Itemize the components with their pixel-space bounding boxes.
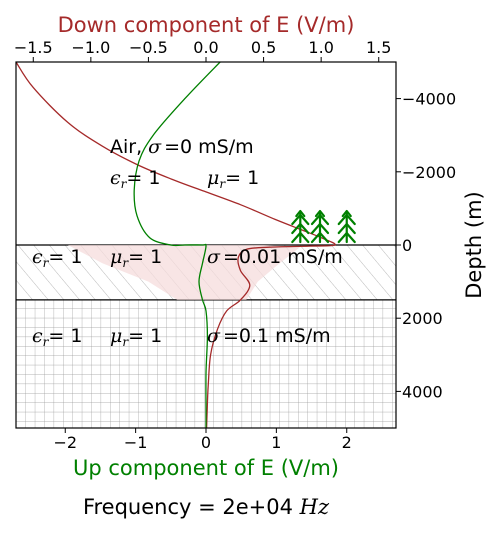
top-tick-label: 1.5 [366, 38, 391, 57]
field-curves [16, 62, 336, 428]
right-tick-label: 2000 [402, 309, 443, 328]
air-epsilon-label: ϵr= 1 [110, 167, 160, 191]
right-axis-title: Depth (m) [462, 191, 486, 298]
up-component-curve [133, 62, 221, 428]
air-mu-label: μr= 1 [207, 167, 259, 191]
top-tick-label: −1.5 [14, 38, 53, 57]
layer1-mu-label: μr= 1 [110, 246, 162, 270]
top-tick-label: 1.0 [308, 38, 333, 57]
field-envelope-shape [67, 245, 301, 300]
layer1-sigma-label: σ =0.01 mS/m [207, 246, 343, 268]
bottom-tick-label: −1 [124, 433, 148, 452]
chart-title: Frequency = 2e+04 Hz [83, 495, 330, 519]
right-tick-label: −4000 [402, 90, 456, 109]
layer-annotations: Air, σ =0 mS/m ϵr= 1 μr= 1 ϵr= 1 μr= 1 σ =0… [32, 136, 343, 349]
bottom-tick-label: 0 [201, 433, 211, 452]
axis-ticks: −1.5 −1.0 −0.5 0.0 0.5 1.0 1.5 −2 −1 0 1 2 −4000 −200… [14, 38, 456, 452]
right-tick-label: −2000 [402, 163, 456, 182]
layer1-epsilon-label: ϵr= 1 [32, 246, 82, 270]
top-axis-title: Down component of E (V/m) [58, 13, 355, 37]
halfspace-sigma-label: σ =0.1 mS/m [207, 325, 331, 347]
top-tick-label: 0.5 [251, 38, 276, 57]
bottom-tick-label: 2 [342, 433, 352, 452]
tree-marker-2 [337, 209, 356, 244]
down-component-curve [16, 62, 336, 428]
bottom-axis-title: Up component of E (V/m) [73, 456, 339, 480]
top-tick-label: −0.5 [129, 38, 168, 57]
surface-markers [291, 209, 356, 244]
halfspace-epsilon-label: ϵr= 1 [32, 325, 82, 349]
right-tick-label: 0 [402, 236, 412, 255]
top-tick-label: 0.0 [193, 38, 218, 57]
bottom-tick-label: −2 [53, 433, 77, 452]
right-tick-label: 4000 [402, 382, 443, 401]
top-tick-label: −1.0 [71, 38, 110, 57]
tree-marker-1 [310, 209, 330, 244]
halfspace-mu-label: μr= 1 [110, 325, 162, 349]
field-envelope [67, 245, 301, 300]
tree-marker-0 [291, 209, 310, 244]
bottom-tick-label: 1 [271, 433, 281, 452]
air-label: Air, σ =0 mS/m [110, 136, 254, 158]
